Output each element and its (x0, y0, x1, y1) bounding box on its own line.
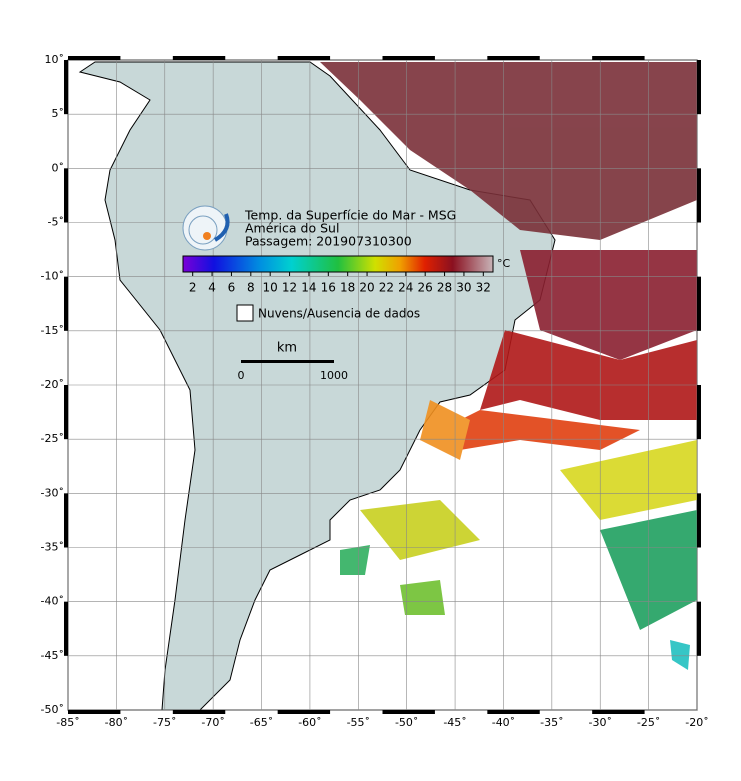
pass-time: Passagem: 201907310300 (245, 234, 412, 249)
colorbar-tick-label: 30 (456, 281, 471, 295)
frame-segment (64, 493, 68, 548)
y-tick-label: 0˚ (52, 161, 65, 174)
frame-segment (697, 493, 701, 548)
colorbar-tick-label: 6 (228, 281, 236, 295)
x-tick-label: -70˚ (201, 716, 224, 729)
colorbar-tick-label: 20 (359, 281, 374, 295)
logo (182, 205, 230, 251)
frame-segment (592, 710, 645, 714)
frame-segment (697, 276, 701, 331)
scale-bar (241, 360, 334, 363)
cloud-swatch (236, 304, 254, 322)
colorbar-tick-label: 2 (189, 281, 197, 295)
title: Temp. da Superfície do Mar - MSG (244, 208, 456, 223)
x-tick-label: -40˚ (492, 716, 515, 729)
frame-segment (172, 710, 226, 714)
colorbar-tick-label: 26 (418, 281, 433, 295)
frame-segment (277, 710, 331, 714)
y-tick-label: 5˚ (52, 107, 65, 120)
y-tick-label: 10˚ (45, 53, 65, 66)
frame-segment (277, 56, 331, 60)
frame-segment (64, 385, 68, 440)
colorbar-unit: °C (497, 257, 511, 270)
y-tick-label: -15˚ (41, 324, 64, 337)
x-tick-label: -20˚ (685, 716, 708, 729)
frame-segment (697, 168, 701, 223)
y-tick-label: -30˚ (41, 486, 64, 499)
frame-segment (382, 710, 435, 714)
x-tick-label: -45˚ (443, 716, 466, 729)
y-tick-label: -5˚ (48, 216, 64, 229)
colorbar-tick-label: 16 (321, 281, 336, 295)
colorbar-ticks: 2 4 6 8 10 12 14 16 18 20 22 24 26 28 30 32 (189, 272, 491, 295)
x-tick-label: -35˚ (540, 716, 563, 729)
region: América do Sul (245, 221, 339, 236)
frame-segment (697, 385, 701, 440)
colorbar-tick-label: 14 (301, 281, 316, 295)
x-tick-label: -65˚ (250, 716, 273, 729)
x-tick-label: -30˚ (588, 716, 611, 729)
frame-segment (64, 601, 68, 656)
cloud-legend: Nuvens/Ausencia de dados (258, 307, 420, 321)
y-tick-label: -20˚ (41, 378, 64, 391)
frame-segment (697, 60, 701, 115)
x-tick-label: -85˚ (56, 716, 79, 729)
colorbar-tick-label: 12 (282, 281, 297, 295)
colorbar-tick-label: 18 (340, 281, 355, 295)
frame-segment (697, 601, 701, 656)
x-tick-label: -55˚ (347, 716, 370, 729)
colorbar-tick-label: 32 (476, 281, 491, 295)
sst-pixels (320, 62, 697, 670)
scale-unit: km (277, 341, 297, 356)
scale-start: 0 (238, 369, 245, 382)
frame-segment (487, 710, 540, 714)
y-tick-label: -45˚ (41, 649, 64, 662)
y-tick-label: -25˚ (41, 432, 64, 445)
colorbar-tick-label: 22 (379, 281, 394, 295)
frame-segment (64, 60, 68, 115)
y-tick-label: -50˚ (41, 703, 64, 716)
frame-segment (64, 276, 68, 331)
colorbar (182, 255, 494, 273)
graticule (64, 56, 701, 714)
frame-segment (68, 710, 121, 714)
colorbar-tick-label: 28 (437, 281, 452, 295)
frame-segment (382, 56, 435, 60)
frame-segment (68, 56, 121, 60)
y-tick-label: -40˚ (41, 595, 64, 608)
x-tick-label: -80˚ (105, 716, 128, 729)
colorbar-tick-label: 24 (398, 281, 413, 295)
y-tick-label: -10˚ (41, 270, 64, 283)
colorbar-tick-label: 10 (263, 281, 278, 295)
frame-segment (487, 56, 540, 60)
x-tick-label: -50˚ (395, 716, 418, 729)
colorbar-tick-label: 8 (247, 281, 255, 295)
x-tick-label: -60˚ (298, 716, 321, 729)
colorbar-tick-label: 4 (208, 281, 216, 295)
x-tick-label: -25˚ (637, 716, 660, 729)
frame-segment (172, 56, 226, 60)
y-tick-label: -35˚ (41, 541, 64, 554)
scale-end: 1000 (320, 369, 348, 382)
x-tick-label: -75˚ (153, 716, 176, 729)
frame-segment (592, 56, 645, 60)
frame-segment (64, 168, 68, 223)
